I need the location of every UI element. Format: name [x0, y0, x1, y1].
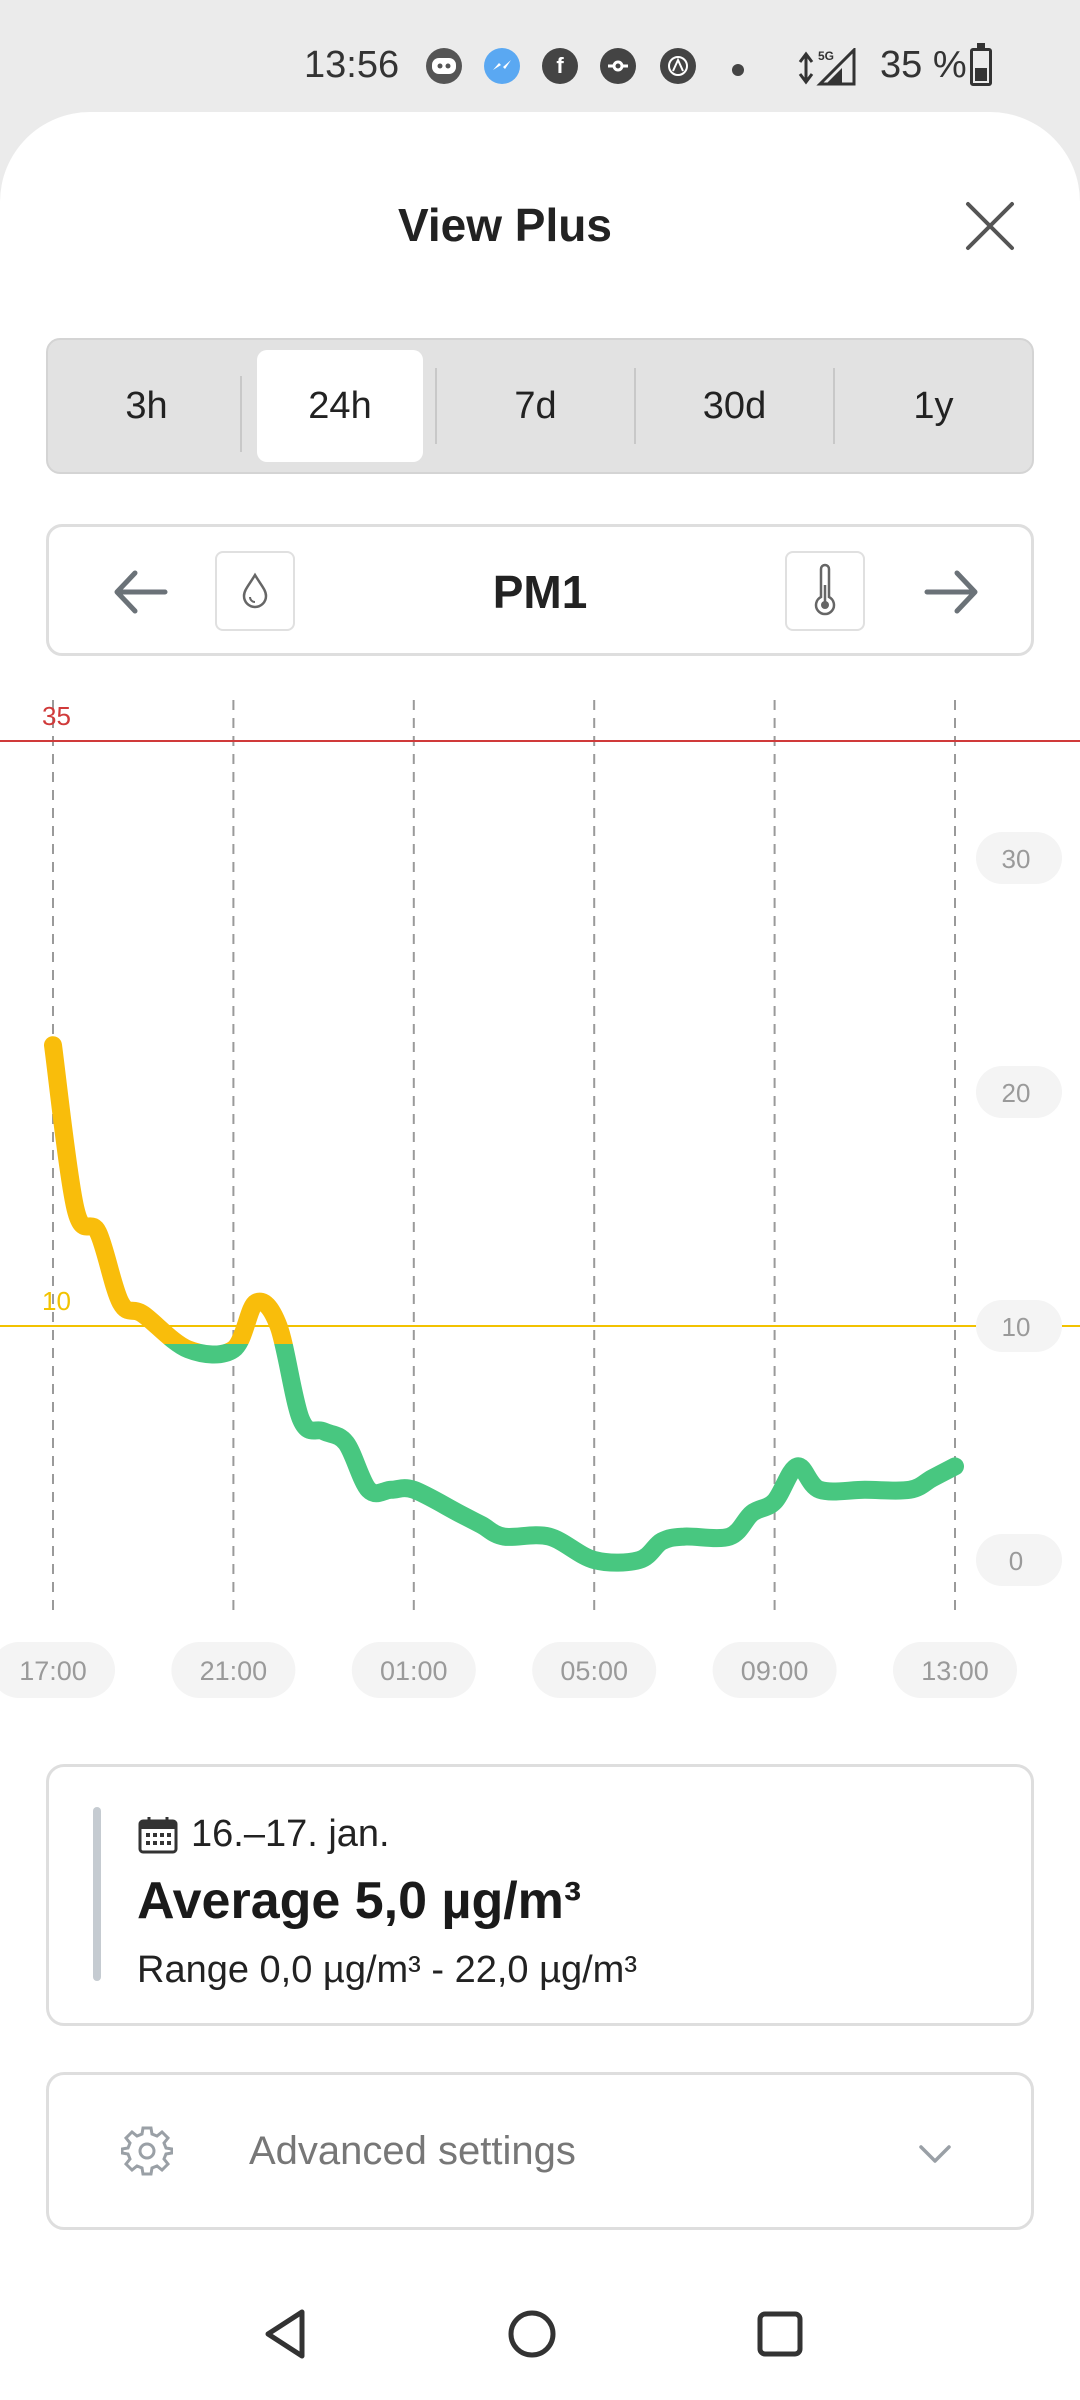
y-tick-30: 30	[1002, 844, 1031, 874]
y-tick-10: 10	[1002, 1312, 1031, 1342]
range-tab-30d[interactable]: 30d	[702, 384, 767, 427]
advanced-settings-label: Advanced settings	[249, 2129, 576, 2173]
pollutant-label: PM1	[492, 566, 588, 618]
previous-pollutant-button[interactable]	[105, 557, 175, 627]
system-nav-bar	[0, 2280, 1080, 2400]
series-line-high	[44, 1036, 293, 1344]
battery-percent: 35 %	[880, 44, 967, 86]
back-icon	[265, 2309, 305, 2359]
y-tick-pill	[976, 1534, 1062, 1586]
summary-average: Average 5,0 µg/m³	[137, 1872, 582, 1930]
droplet-icon	[242, 572, 268, 609]
summary-accent-bar	[93, 1807, 101, 1981]
home-button[interactable]	[500, 2302, 564, 2366]
x-tick-1700: 17:00	[19, 1656, 87, 1686]
x-tick-pill	[712, 1642, 837, 1698]
recents-button[interactable]	[748, 2302, 812, 2366]
home-icon	[508, 2310, 556, 2358]
threshold-label-10: 10	[42, 1286, 71, 1316]
range-tab-7d[interactable]: 7d	[514, 384, 557, 427]
x-tick-0100: 01:00	[380, 1656, 448, 1686]
page-title: View Plus	[398, 199, 612, 251]
x-tick-2100: 21:00	[200, 1656, 268, 1686]
gear-icon	[121, 2126, 173, 2176]
signal-icon: 5G	[796, 46, 860, 93]
y-tick-0: 0	[1009, 1546, 1023, 1576]
x-tick-0900: 09:00	[741, 1656, 809, 1686]
status-bar: 13:56 f 5G 35 %	[0, 0, 1080, 112]
x-tick-pill	[351, 1642, 476, 1698]
recents-icon	[757, 2311, 803, 2357]
humidity-button[interactable]	[215, 551, 295, 631]
x-tick-pill	[171, 1642, 296, 1698]
x-tick-pill	[532, 1642, 657, 1698]
x-tick-1300: 13:00	[921, 1656, 989, 1686]
summary-date: 16.–17. jan.	[191, 1813, 390, 1855]
arrow-right-icon	[924, 570, 978, 614]
summary-card: 16.–17. jan. Average 5,0 µg/m³ Range 0,0…	[46, 1764, 1034, 2026]
y-tick-pill	[976, 1300, 1062, 1352]
battery-icon	[970, 43, 992, 86]
divider	[435, 368, 437, 444]
advanced-settings-button[interactable]: Advanced settings	[46, 2072, 1034, 2230]
range-tab-1y[interactable]: 1y	[913, 384, 954, 427]
divider	[240, 376, 242, 452]
threshold-label-35: 35	[42, 701, 71, 731]
network-label: 5G	[818, 49, 834, 63]
divider	[634, 368, 636, 444]
facebook-icon: f	[542, 48, 578, 84]
chevron-down-icon	[919, 2145, 951, 2163]
range-tab-24h[interactable]: 24h	[257, 350, 423, 462]
close-icon	[966, 202, 1014, 250]
next-pollutant-button[interactable]	[917, 557, 987, 627]
bottom-sheet: View Plus 3h 24h 7d 30d 1y PM1	[0, 112, 1080, 2400]
summary-date-row: 16.–17. jan.	[137, 1813, 390, 1856]
close-button[interactable]	[960, 196, 1020, 256]
status-time: 13:56	[304, 44, 400, 86]
range-tab-3h[interactable]: 3h	[125, 384, 168, 427]
discord-icon	[426, 48, 462, 84]
divider	[833, 368, 835, 444]
y-tick-pill	[976, 1066, 1062, 1118]
time-range-selector: 3h 24h 7d 30d 1y	[46, 338, 1034, 474]
temperature-button[interactable]	[785, 551, 865, 631]
thermometer-icon	[814, 563, 836, 616]
app-a-icon	[660, 48, 696, 84]
y-tick-20: 20	[1002, 1078, 1031, 1108]
dot-icon	[732, 64, 744, 76]
pollutant-selector: PM1	[46, 524, 1034, 656]
x-tick-0500: 05:00	[560, 1656, 628, 1686]
pm1-chart: 35 10 0 10 20 30 17:00 21:00 01:00 05:00 09:00 13:0…	[0, 700, 1080, 1698]
series-line-low	[163, 1344, 964, 1572]
x-tick-pill	[0, 1642, 115, 1698]
arrow-left-icon	[114, 570, 168, 614]
y-tick-pill	[976, 832, 1062, 884]
x-tick-pill	[893, 1642, 1017, 1698]
back-button[interactable]	[254, 2302, 318, 2366]
pokeball-icon	[600, 48, 636, 84]
calendar-icon	[138, 1816, 178, 1853]
messenger-icon	[484, 48, 520, 84]
summary-range: Range 0,0 µg/m³ - 22,0 µg/m³	[137, 1949, 637, 1991]
